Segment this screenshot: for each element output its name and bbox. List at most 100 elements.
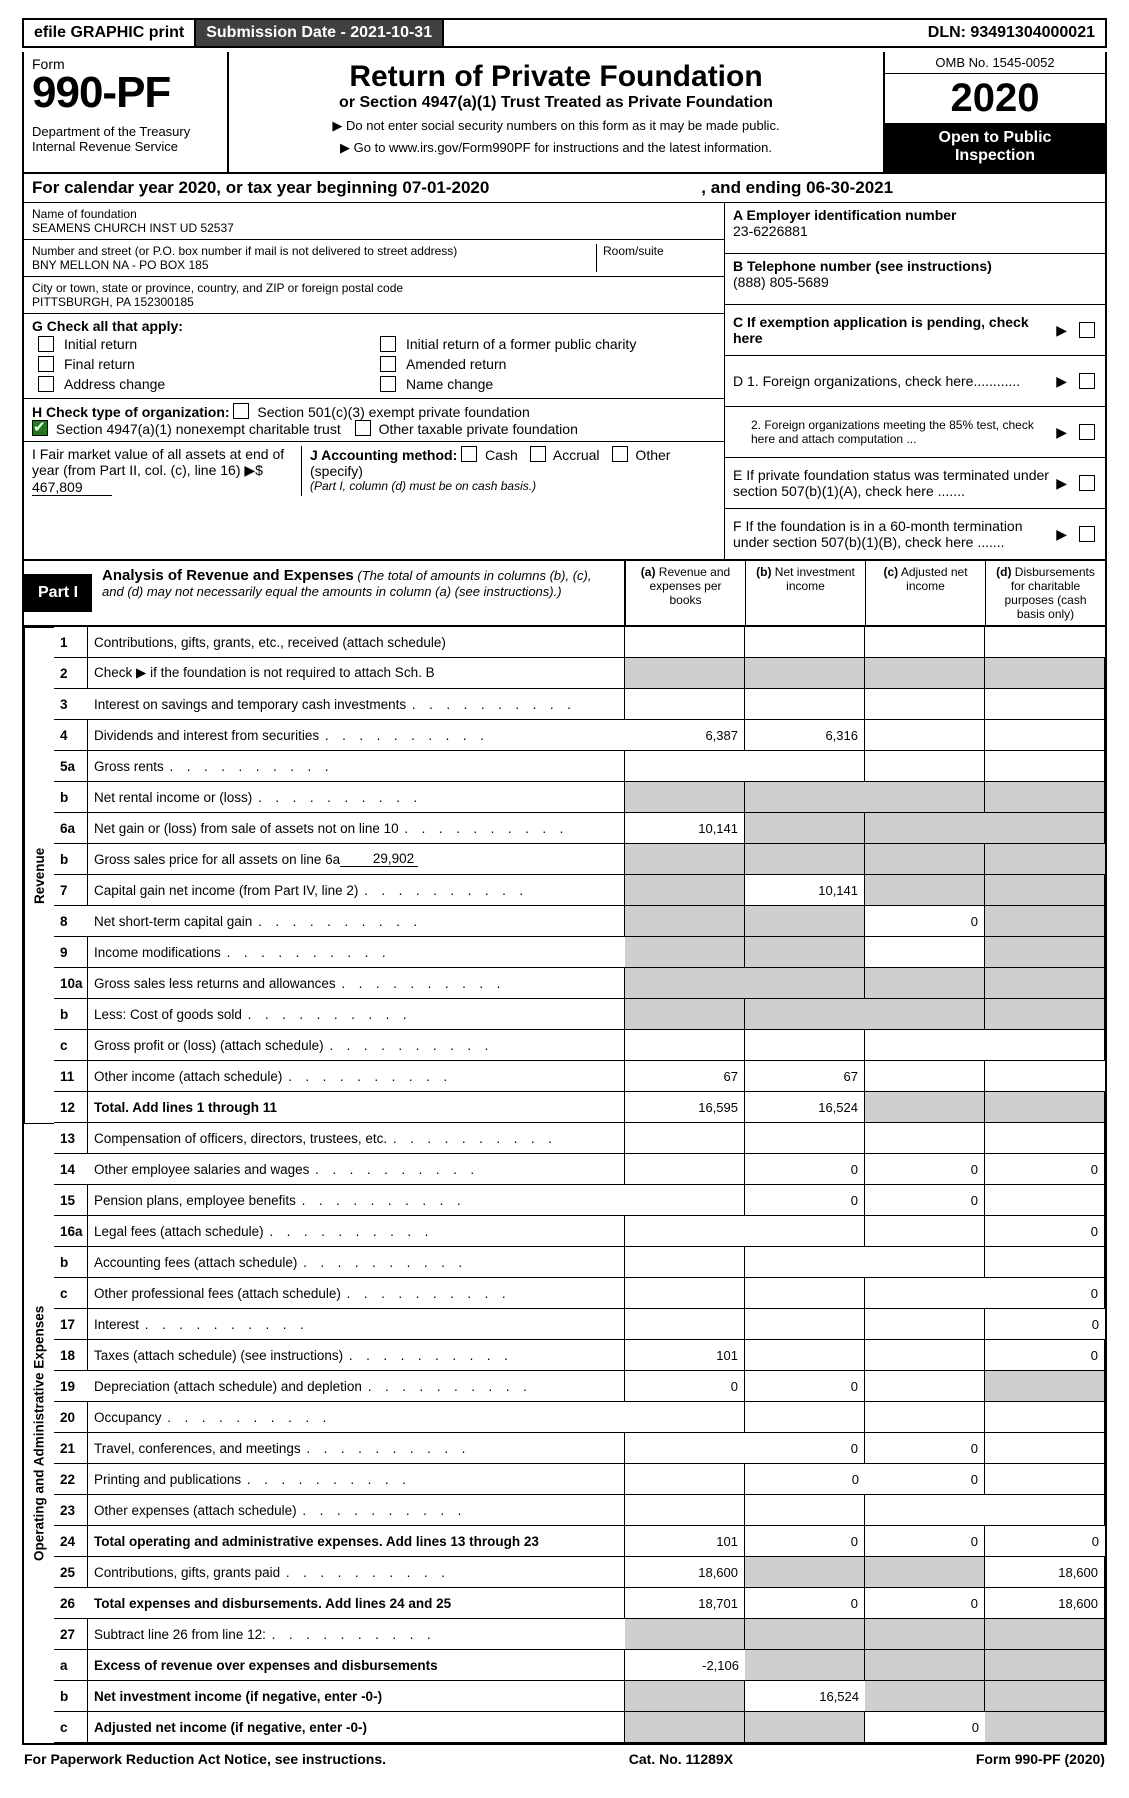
row-label: Printing and publications: [88, 1464, 625, 1495]
cell-d: 0: [985, 1216, 1105, 1247]
ein-value: 23-6226881: [733, 223, 1097, 239]
cell-c: [865, 1309, 985, 1340]
row-num: c: [54, 1030, 88, 1061]
j-opt[interactable]: Cash: [461, 447, 518, 463]
cell-c: [865, 875, 985, 906]
note-link[interactable]: ▶ Go to www.irs.gov/Form990PF for instru…: [241, 140, 871, 156]
row-label: Travel, conferences, and meetings: [88, 1433, 625, 1464]
cell-d: 0: [985, 1154, 1105, 1185]
c-checkbox[interactable]: [1079, 322, 1095, 338]
cell-c: [865, 1495, 985, 1526]
cell-d: [985, 1681, 1105, 1712]
cell-c: [865, 751, 985, 782]
cell-c: [865, 999, 985, 1030]
d2-checkbox[interactable]: [1079, 424, 1095, 440]
cell-d: [985, 1061, 1105, 1092]
b-label: B Telephone number (see instructions): [733, 258, 1097, 274]
cell-c: [865, 1123, 985, 1154]
cell-d: [985, 720, 1105, 751]
cell-c: 0: [865, 1433, 985, 1464]
cell-b: [745, 1123, 865, 1154]
g-opt[interactable]: Name change: [374, 374, 716, 394]
h-opt[interactable]: Section 4947(a)(1) nonexempt charitable …: [32, 421, 341, 437]
g-opt[interactable]: Address change: [32, 374, 374, 394]
e-checkbox[interactable]: [1079, 475, 1095, 491]
g-opt[interactable]: Initial return: [32, 334, 374, 354]
cell-b: [745, 1557, 865, 1588]
row-label: Net rental income or (loss): [88, 782, 625, 813]
side-revenue: Revenue: [24, 627, 54, 1123]
cell-d: 0: [985, 1526, 1105, 1557]
cell-c: [865, 689, 985, 720]
row-num: 7: [54, 875, 88, 906]
cell-c: 0: [865, 1712, 985, 1743]
cell-b: 0: [745, 1185, 865, 1216]
row-label: Total expenses and disbursements. Add li…: [88, 1588, 625, 1619]
cell-d: [985, 1712, 1105, 1743]
efile-label[interactable]: efile GRAPHIC print: [24, 20, 196, 46]
row-label: Contributions, gifts, grants, etc., rece…: [88, 627, 625, 658]
footer-mid: Cat. No. 11289X: [629, 1751, 733, 1767]
cell-b: [745, 1619, 865, 1650]
d1-checkbox[interactable]: [1079, 373, 1095, 389]
cell-b: [745, 782, 865, 813]
cell-c: [865, 1619, 985, 1650]
row-label: Total operating and administrative expen…: [88, 1526, 625, 1557]
f-checkbox[interactable]: [1079, 526, 1095, 542]
row-label: Legal fees (attach schedule): [88, 1216, 625, 1247]
cell-d: [985, 813, 1105, 844]
cell-b: 0: [745, 1526, 865, 1557]
row-label: Interest on savings and temporary cash i…: [88, 689, 625, 720]
col-header: (c) Adjusted net income: [865, 561, 985, 625]
row-num: 5a: [54, 751, 88, 782]
cell-a: [625, 627, 745, 658]
cell-d: [985, 689, 1105, 720]
cell-a: [625, 906, 745, 937]
cell-b: [745, 968, 865, 999]
cell-b: [745, 1495, 865, 1526]
row-num: 6a: [54, 813, 88, 844]
cell-b: [745, 1650, 865, 1681]
cell-c: 0: [865, 1185, 985, 1216]
f-label: F If the foundation is in a 60-month ter…: [733, 518, 1052, 550]
cell-a: 101: [625, 1526, 745, 1557]
cell-d: 18,600: [985, 1557, 1105, 1588]
row-num: a: [54, 1650, 88, 1681]
cell-d: [985, 627, 1105, 658]
cell-c: [865, 1402, 985, 1433]
row-label: Dividends and interest from securities: [88, 720, 625, 751]
g-opt[interactable]: Final return: [32, 354, 374, 374]
row-num: b: [54, 1247, 88, 1278]
form-subtitle: or Section 4947(a)(1) Trust Treated as P…: [241, 94, 871, 112]
cell-a: [625, 875, 745, 906]
cell-c: [865, 1340, 985, 1371]
row-label: Occupancy: [88, 1402, 625, 1433]
cell-d: 18,600: [985, 1588, 1105, 1619]
g-opt[interactable]: Initial return of a former public charit…: [374, 334, 716, 354]
cell-d: 0: [985, 1278, 1105, 1309]
cell-c: [865, 1092, 985, 1123]
cell-d: [985, 1030, 1105, 1061]
h-opt[interactable]: Other taxable private foundation: [355, 421, 578, 437]
row-num: 11: [54, 1061, 88, 1092]
row-num: 21: [54, 1433, 88, 1464]
tax-year: 2020: [885, 74, 1105, 123]
part1-table: Revenue1Contributions, gifts, grants, et…: [22, 627, 1107, 1745]
h-label: H Check type of organization:: [32, 404, 230, 420]
row-num: 12: [54, 1092, 88, 1123]
submission-date: Submission Date - 2021-10-31: [196, 20, 444, 46]
cell-b: [745, 999, 865, 1030]
cell-b: [745, 751, 865, 782]
row-label: Other employee salaries and wages: [88, 1154, 625, 1185]
row-num: 14: [54, 1154, 88, 1185]
cell-a: [625, 658, 745, 689]
cell-c: [865, 1216, 985, 1247]
h-opt[interactable]: Section 501(c)(3) exempt private foundat…: [233, 404, 529, 420]
cell-c: [865, 1371, 985, 1402]
row-label: Pension plans, employee benefits: [88, 1185, 625, 1216]
j-opt[interactable]: Accrual: [530, 447, 600, 463]
cell-d: [985, 751, 1105, 782]
g-opt[interactable]: Amended return: [374, 354, 716, 374]
cell-c: [865, 813, 985, 844]
name-label: Name of foundation: [32, 207, 716, 221]
